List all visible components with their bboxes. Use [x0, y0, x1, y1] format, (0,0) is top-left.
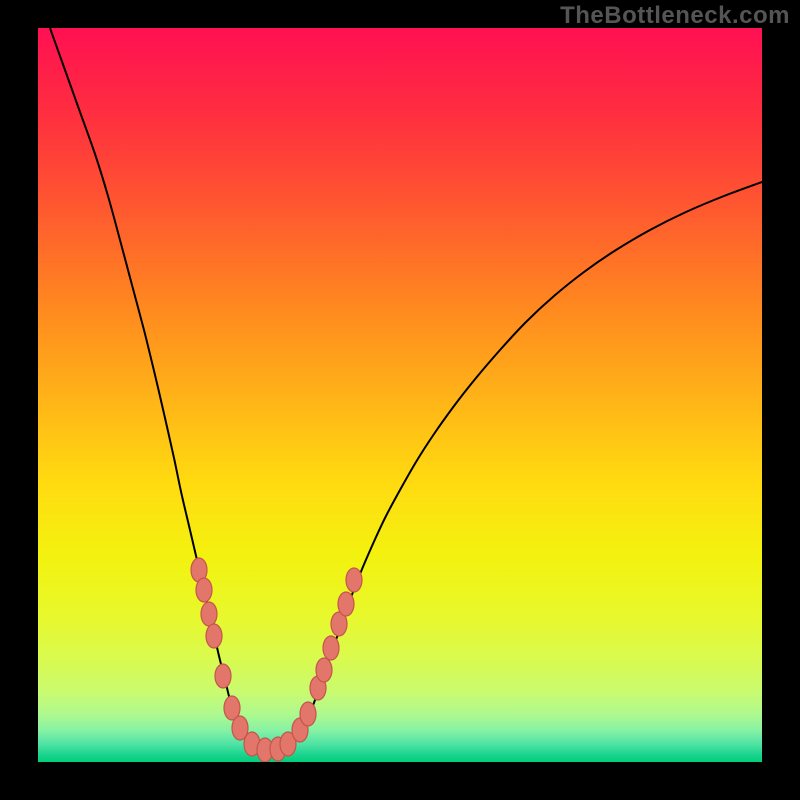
- data-dots: [191, 558, 362, 762]
- data-dot: [215, 664, 231, 688]
- data-dot: [300, 702, 316, 726]
- data-dot: [201, 602, 217, 626]
- data-dot: [346, 568, 362, 592]
- data-dot: [206, 624, 222, 648]
- watermark-text: TheBottleneck.com: [560, 2, 790, 30]
- plot-area: [38, 28, 762, 762]
- frame: TheBottleneck.com: [0, 0, 800, 800]
- data-dot: [323, 636, 339, 660]
- chart-svg: [38, 28, 762, 762]
- data-dot: [196, 578, 212, 602]
- data-dot: [316, 658, 332, 682]
- data-dot: [338, 592, 354, 616]
- bottleneck-curve: [50, 28, 762, 752]
